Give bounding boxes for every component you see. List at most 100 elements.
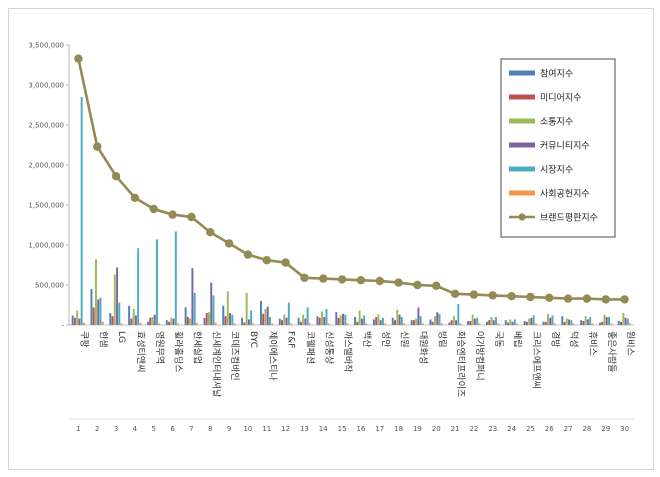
rank-label: 20 bbox=[432, 425, 441, 433]
bar bbox=[250, 310, 253, 325]
bar bbox=[233, 323, 236, 325]
bar bbox=[245, 293, 248, 325]
bar bbox=[283, 314, 286, 325]
bar bbox=[459, 323, 462, 325]
bar bbox=[436, 312, 439, 325]
y-tick-label: 1,500,000 bbox=[28, 202, 64, 210]
x-tick-label: 베립 bbox=[512, 331, 523, 348]
bar-line-chart: - 500,000 1,000,000 1,500,000 2,000,000 2,500… bbox=[28, 42, 635, 434]
bar bbox=[525, 321, 528, 325]
x-tick-label: 휠라홀딩스 bbox=[173, 331, 185, 372]
bar bbox=[316, 316, 319, 325]
line-point bbox=[582, 294, 592, 303]
line-point bbox=[507, 292, 516, 301]
x-tick-label: F&F bbox=[286, 331, 296, 348]
bar bbox=[563, 321, 566, 325]
bar bbox=[412, 320, 415, 325]
rank-label: 6 bbox=[170, 425, 175, 433]
bar bbox=[226, 291, 229, 325]
x-tick-label: 코데즈컴바인 bbox=[229, 331, 241, 381]
bar bbox=[438, 313, 441, 325]
bar bbox=[137, 248, 140, 325]
x-tick-label: 성안 bbox=[380, 331, 391, 348]
bar bbox=[73, 317, 76, 325]
line-point bbox=[224, 239, 234, 248]
bar bbox=[128, 305, 131, 325]
bar bbox=[281, 320, 284, 325]
rank-label: 22 bbox=[469, 425, 478, 433]
rank-label: 8 bbox=[208, 425, 212, 433]
legend-line-marker bbox=[518, 213, 526, 221]
bar bbox=[335, 312, 338, 325]
bar bbox=[396, 309, 399, 325]
bar bbox=[448, 322, 451, 325]
line-point bbox=[262, 256, 271, 265]
x-tick-label: 휴비스 bbox=[587, 331, 598, 356]
bar bbox=[306, 307, 309, 325]
x-tick-label: BYC bbox=[248, 331, 258, 348]
bar bbox=[342, 313, 345, 325]
bar bbox=[572, 323, 575, 325]
bar bbox=[269, 317, 271, 325]
bar bbox=[598, 322, 601, 325]
bar bbox=[382, 317, 384, 325]
bar bbox=[158, 323, 161, 325]
line-point bbox=[206, 228, 215, 237]
rank-label: 27 bbox=[564, 425, 573, 433]
line-point bbox=[337, 275, 347, 284]
bar bbox=[400, 317, 403, 325]
bar bbox=[488, 320, 491, 325]
x-tick-label: 경방 bbox=[549, 331, 561, 348]
bar bbox=[516, 323, 519, 325]
y-tick-label: 3,000,000 bbox=[28, 82, 64, 90]
rank-label: 28 bbox=[582, 425, 591, 433]
bar bbox=[476, 317, 479, 325]
bar bbox=[318, 317, 321, 325]
bar bbox=[509, 319, 512, 325]
bar bbox=[360, 318, 363, 325]
bar bbox=[580, 320, 583, 325]
bar bbox=[262, 313, 265, 325]
bar bbox=[195, 322, 198, 325]
bar bbox=[302, 314, 305, 325]
x-tick-label: 신원 bbox=[399, 331, 410, 348]
bar bbox=[327, 323, 330, 325]
rank-label: 17 bbox=[375, 425, 384, 433]
bar bbox=[271, 323, 274, 325]
bar bbox=[172, 318, 175, 325]
bar bbox=[467, 321, 470, 325]
bar bbox=[433, 316, 436, 325]
x-tick-label: 크리스에프앤씨 bbox=[530, 331, 541, 389]
bar bbox=[394, 320, 397, 325]
bar bbox=[224, 316, 227, 325]
x-tick-label: 백산 bbox=[361, 331, 372, 348]
bar bbox=[356, 321, 359, 325]
rank-label: 26 bbox=[545, 425, 554, 433]
bar bbox=[617, 321, 620, 325]
bar bbox=[231, 314, 234, 325]
bar bbox=[222, 305, 225, 325]
bar bbox=[205, 313, 208, 325]
bar bbox=[485, 321, 488, 325]
bar bbox=[116, 267, 119, 325]
bar bbox=[299, 321, 302, 325]
bar bbox=[440, 323, 443, 325]
bar bbox=[624, 317, 627, 325]
rank-label: 21 bbox=[451, 425, 460, 433]
x-tick-label: LG bbox=[116, 331, 126, 343]
x-tick-label: 방림 bbox=[436, 331, 448, 348]
bar bbox=[450, 320, 453, 325]
bar bbox=[354, 317, 357, 325]
x-tick-label: 덕성 bbox=[568, 331, 579, 348]
legend-swatch bbox=[509, 118, 535, 124]
bar bbox=[532, 315, 535, 325]
bar bbox=[94, 259, 97, 325]
bar bbox=[203, 317, 206, 325]
legend-label: 미디어지수 bbox=[540, 93, 581, 104]
bar bbox=[346, 323, 349, 325]
legend-label: 브랜드평판지수 bbox=[540, 213, 598, 224]
line-point bbox=[74, 54, 83, 63]
bar bbox=[287, 302, 290, 325]
bar bbox=[507, 322, 510, 325]
line-point bbox=[450, 289, 460, 298]
